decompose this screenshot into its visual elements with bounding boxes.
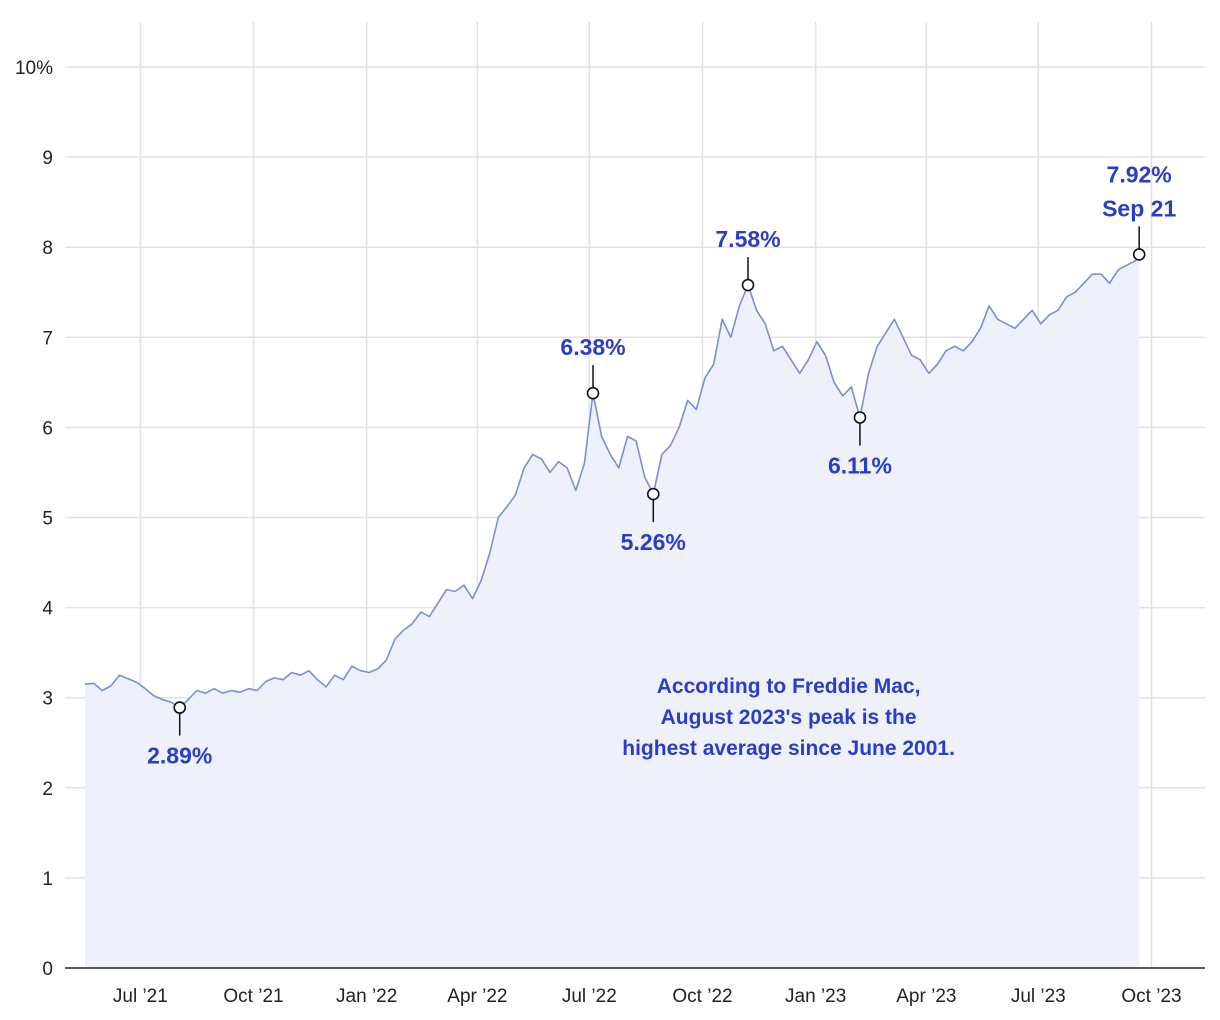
y-tick-label: 8	[42, 238, 53, 259]
callout-marker	[586, 386, 600, 400]
y-tick-label: 0	[42, 959, 53, 980]
callout-marker	[1132, 248, 1146, 261]
y-tick-label: 6	[42, 418, 53, 439]
annotation-layer: 2.89% 6.38% 5.26% 7.58% 6.11% 7.92% Sep 21	[147, 161, 1176, 768]
x-tick-label: Jan ’23	[785, 986, 846, 1007]
callout-marker	[741, 278, 755, 292]
x-tick-label: Jul ’23	[1011, 986, 1066, 1007]
y-tick-label: 4	[42, 599, 53, 620]
y-tick-label: 3	[42, 689, 53, 710]
area-layer	[84, 253, 1140, 968]
x-tick-label: Oct ’23	[1121, 986, 1181, 1007]
chart-note-line: August 2023's peak is the	[661, 706, 917, 729]
callout-marker	[173, 701, 187, 714]
x-tick-label: Oct ’21	[223, 986, 283, 1007]
callout-label: 6.11%	[828, 452, 892, 478]
chart-note-line: According to Freddie Mac,	[657, 675, 921, 698]
callout-marker	[853, 411, 867, 424]
y-tick-label: 9	[42, 148, 53, 169]
x-tick-label: Jul ’22	[562, 986, 617, 1007]
rate-line	[84, 253, 1140, 709]
chart-note-line: highest average since June 2001.	[622, 737, 955, 760]
x-tick-label: Apr ’22	[447, 986, 507, 1007]
y-tick-label: 7	[42, 328, 53, 349]
rate-area	[85, 254, 1140, 968]
callout-marker	[646, 487, 660, 501]
callout-label: 2.89%	[147, 743, 212, 769]
chart-note: According to Freddie Mac, August 2023's p…	[622, 675, 955, 760]
callout-label: 7.58%	[715, 226, 780, 252]
y-tick-label: 2	[42, 779, 53, 800]
callout-label: 7.92%	[1107, 161, 1172, 187]
x-tick-label: Jan ’22	[336, 986, 397, 1007]
x-tick-label: Oct ’22	[672, 986, 732, 1007]
y-tick-label: 10%	[15, 58, 53, 79]
callout-label: 5.26%	[621, 529, 686, 555]
callout-label: 6.38%	[560, 334, 625, 360]
x-tick-label: Jul ’21	[113, 986, 168, 1007]
callout-label: Sep 21	[1102, 195, 1176, 221]
x-tick-label: Apr ’23	[896, 986, 956, 1007]
y-tick-label: 5	[42, 509, 53, 530]
axis-layer: 0 1 2 3 4 5 6 7 8 9 10% Jul ’21 Oct ’21 Jan ’22 Apr ’2…	[15, 58, 1205, 1007]
y-tick-label: 1	[42, 869, 53, 890]
